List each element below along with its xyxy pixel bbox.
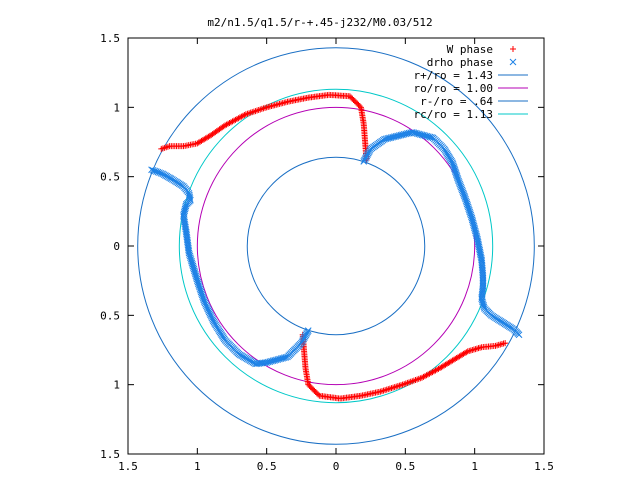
- circle-2: [137, 47, 535, 445]
- y-tick-label: 0: [113, 240, 120, 253]
- legend-entry: r+/ro = 1.43: [414, 69, 528, 82]
- x-tick-label: 0: [333, 460, 340, 473]
- series-1-point: [149, 166, 157, 174]
- x-tick-label: 1.5: [534, 460, 554, 473]
- legend-label: ro/ro = 1.00: [414, 82, 493, 95]
- y-tick-label: 1.5: [100, 448, 120, 461]
- series-1-point: [515, 331, 523, 339]
- y-tick-label: 0.5: [100, 171, 120, 184]
- legend-label: W phase: [447, 43, 493, 56]
- legend-label: r+/ro = 1.43: [414, 69, 493, 82]
- x-tick-label: 0.5: [395, 460, 415, 473]
- x-tick-label: 1: [194, 460, 201, 473]
- legend-entry: W phase: [447, 43, 516, 56]
- chart-title: m2/n1.5/q1.5/r-+.45-j232/M0.03/512: [207, 16, 432, 29]
- y-tick-label: 1: [113, 101, 120, 114]
- circle-4: [246, 156, 426, 336]
- x-tick-label: 1: [471, 460, 478, 473]
- y-tick-label: 1.5: [100, 32, 120, 45]
- series-1-point: [479, 273, 487, 280]
- series-0-point: [241, 112, 248, 119]
- series-1-point: [479, 277, 487, 285]
- series-1-point: [479, 274, 487, 282]
- legend-entry: drho phase: [427, 56, 517, 69]
- series-1: [148, 128, 523, 368]
- y-tick-label: 1: [113, 379, 120, 392]
- series-0: [158, 91, 509, 402]
- series-1-point: [479, 279, 487, 287]
- y-tick-label: 0.5: [100, 309, 120, 322]
- x-tick-label: 0.5: [257, 460, 277, 473]
- circle-5: [178, 88, 494, 404]
- legend-marker: [509, 58, 517, 66]
- series-1-point: [148, 166, 155, 174]
- circle-3: [196, 106, 476, 386]
- x-tick-label: 1.5: [118, 460, 138, 473]
- series-1-point: [479, 276, 487, 284]
- legend-label: rc/ro = 1.13: [414, 108, 493, 121]
- legend-label: drho phase: [427, 56, 493, 69]
- legend-entry: rc/ro = 1.13: [414, 108, 528, 121]
- legend-label: r-/ro = .64: [420, 95, 493, 108]
- legend-entry: ro/ro = 1.00: [414, 82, 528, 95]
- legend-marker: [510, 46, 516, 52]
- legend-entry: r-/ro = .64: [420, 95, 528, 108]
